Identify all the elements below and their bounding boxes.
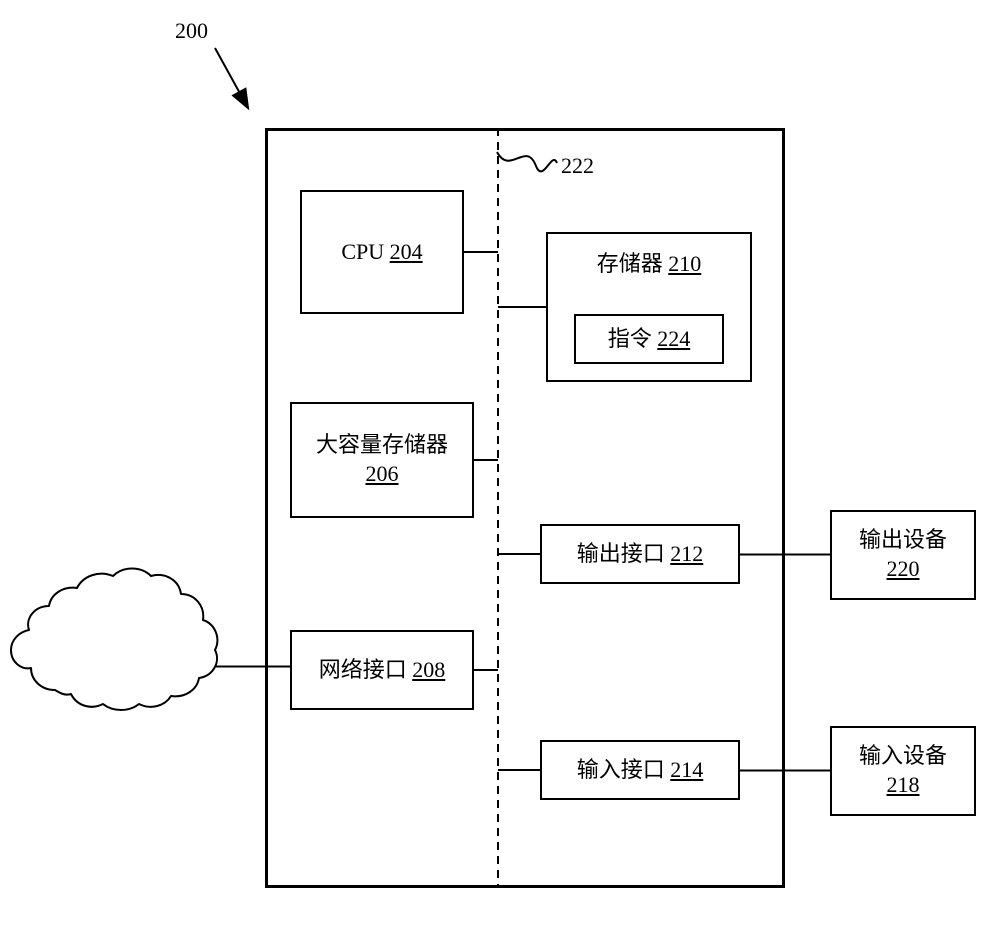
bus-reference-label: 222 (561, 155, 594, 177)
node-ref: 230 (119, 650, 152, 675)
node-name: 输入接口 (577, 757, 665, 782)
node-name: 存储器 (597, 251, 663, 276)
node-name: 输入设备 (859, 742, 947, 771)
node-label: 指令 224 (608, 325, 691, 354)
node-ref: 224 (657, 326, 690, 351)
node-label: 输入接口 214 (577, 756, 704, 785)
node-name: 大容量存储器 (316, 431, 448, 460)
node-ref: 218 (887, 771, 920, 800)
node-label: 输出接口 212 (577, 540, 704, 569)
network-label: 网络230 (74, 652, 151, 674)
node-ref: 212 (670, 541, 703, 566)
node-ref: 208 (412, 657, 445, 682)
diagram-stage: CPU 204 存储器 210 指令 224 大容量存储器206 输出接口 212 输出设… (0, 0, 1000, 937)
network-if-box: 网络接口 208 (290, 630, 474, 710)
input-if-box: 输入接口 214 (540, 740, 740, 800)
instructions-box: 指令 224 (574, 314, 724, 364)
output-dev-box: 输出设备220 (830, 510, 976, 600)
network-cloud (11, 569, 217, 711)
node-ref: 204 (390, 239, 423, 264)
node-name: 指令 (608, 326, 652, 351)
output-if-box: 输出接口 212 (540, 524, 740, 584)
cpu-box: CPU 204 (300, 190, 464, 314)
node-ref: 206 (366, 460, 399, 489)
figure-reference-arrow (233, 89, 248, 108)
node-name: 输出接口 (577, 541, 665, 566)
node-name: 网络 (74, 650, 118, 675)
input-dev-box: 输入设备218 (830, 726, 976, 816)
node-label: 网络接口 208 (319, 656, 446, 685)
figure-reference-label: 200 (175, 20, 208, 42)
node-label: 存储器 210 (597, 250, 702, 279)
node-name: 网络接口 (319, 657, 407, 682)
node-name: 输出设备 (859, 526, 947, 555)
node-ref: 220 (887, 555, 920, 584)
node-label: CPU 204 (341, 238, 422, 267)
node-ref: 210 (668, 251, 701, 276)
mass-storage-box: 大容量存储器206 (290, 402, 474, 518)
node-name: CPU (341, 239, 384, 264)
node-ref: 214 (670, 757, 703, 782)
